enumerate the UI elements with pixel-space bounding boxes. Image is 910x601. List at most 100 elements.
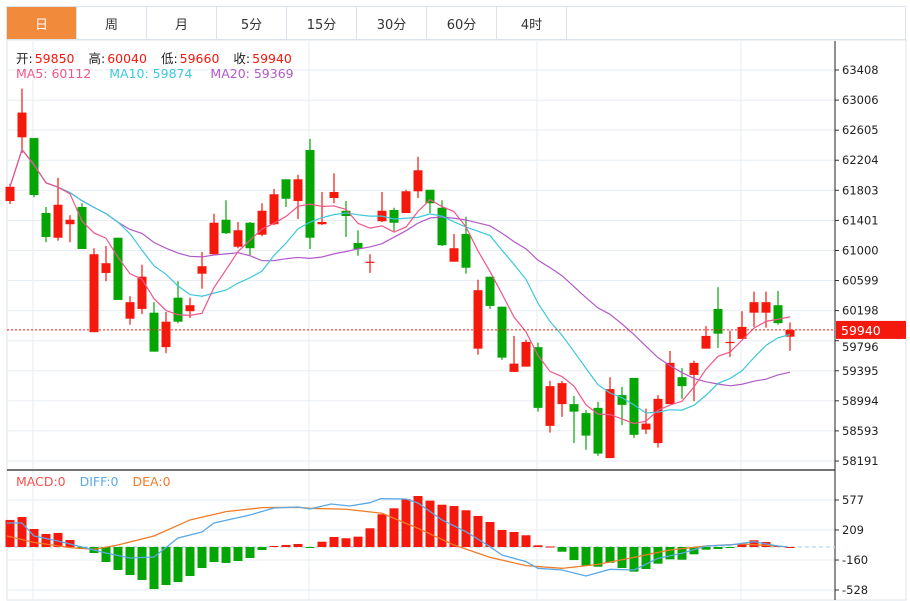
macd-histogram-bar [437, 504, 447, 547]
macd-histogram-bar [749, 540, 759, 547]
macd-histogram-bar [557, 546, 567, 552]
macd-histogram-bar [605, 546, 615, 563]
price-tick-label: 61000 [842, 243, 879, 257]
candle-body [509, 363, 519, 372]
candle-body [353, 242, 363, 249]
tab-period[interactable]: 60分 [427, 7, 497, 39]
macd-tick-label: 577 [842, 493, 864, 507]
macd-histogram-bar [269, 546, 279, 548]
macd-histogram-bar [317, 541, 327, 547]
macd-histogram-bar [569, 546, 579, 561]
macd-histogram-bar [617, 546, 627, 569]
candle-body [665, 362, 675, 405]
tab-period[interactable]: 15分 [287, 7, 357, 39]
candle-body [365, 261, 375, 263]
macd-histogram-bar [149, 546, 159, 590]
ma10-line [9, 148, 791, 414]
macd-histogram-bar [413, 496, 423, 547]
macd-histogram-bar [629, 546, 639, 572]
candle-body [101, 263, 111, 273]
open-label: 开: [16, 51, 33, 66]
ma10-legend: MA10: 59874 [109, 66, 193, 81]
macd-histogram-bar [581, 546, 591, 566]
macd-histogram-bar [713, 546, 723, 550]
candle-body [269, 194, 279, 225]
candle-body [41, 212, 51, 237]
macd-histogram-bar [689, 546, 699, 555]
macd-histogram-bar [173, 546, 183, 583]
macd-histogram-bar [101, 546, 111, 562]
candle-body [149, 312, 159, 352]
candle-body [257, 210, 267, 235]
price-tick-label: 62204 [842, 153, 879, 167]
candle-body [761, 302, 771, 313]
candle-body [785, 329, 795, 337]
tab-period[interactable]: 4时 [497, 7, 567, 39]
candle-body [569, 404, 579, 412]
macd-histogram-bar [593, 546, 603, 567]
candle-body [545, 386, 555, 426]
macd-histogram-bar [329, 536, 339, 547]
candle-body [233, 230, 243, 247]
candle-body [701, 335, 711, 349]
candle-body [689, 362, 699, 375]
ma20-legend: MA20: 59369 [210, 66, 294, 81]
tab-period[interactable]: 月 [147, 7, 217, 39]
macd-histogram-bar [521, 535, 531, 547]
last-price-badge [836, 320, 906, 339]
macd-histogram-bar [5, 519, 15, 547]
macd-histogram-bar [509, 532, 519, 547]
dea-line [6, 506, 788, 569]
last-price-label: 59940 [841, 323, 881, 338]
candle-body [677, 377, 687, 387]
candle-body [425, 189, 435, 204]
macd-histogram-bar [185, 546, 195, 576]
macd-histogram-bar [737, 543, 747, 547]
price-tick-label: 58191 [842, 454, 879, 468]
candle-body [437, 207, 447, 246]
candle-body [329, 192, 339, 199]
candle-body [65, 219, 75, 225]
price-tick-label: 62605 [842, 123, 879, 137]
ma-legend: MA5: 60112 MA10: 59874 MA20: 59369 [16, 66, 296, 81]
macd-histogram-bar [17, 517, 27, 547]
price-tick-label: 58593 [842, 424, 879, 438]
low-label: 低: [160, 51, 178, 66]
macd-legend: MACD:0 DIFF:0 DEA:0 [16, 474, 173, 489]
tab-period[interactable]: 30分 [357, 7, 427, 39]
macd-histogram-bar [425, 500, 435, 547]
macd-histogram-bar [305, 546, 315, 548]
candle-body [497, 306, 507, 358]
tab-period[interactable]: 日 [7, 7, 77, 39]
macd-histogram-bar [641, 546, 651, 569]
candle-body [617, 395, 627, 405]
macd-tick-label: -160 [842, 553, 868, 567]
candle-body [197, 266, 207, 274]
candle-body [773, 305, 783, 324]
close-label: 收: [233, 51, 251, 66]
macd-histogram-bar [545, 546, 555, 548]
candle-body [629, 377, 639, 435]
tab-period[interactable]: 5分 [217, 7, 287, 39]
candle-body [293, 179, 303, 202]
macd-histogram-bar [365, 528, 375, 547]
macd-histogram-bar [473, 515, 483, 547]
candle-body [245, 222, 255, 249]
candle-body [17, 112, 27, 138]
candle-body [281, 179, 291, 199]
price-tick-label: 63408 [842, 63, 879, 77]
candle-body [161, 321, 171, 348]
macd-histogram-bar [113, 546, 123, 570]
candle-body [113, 237, 123, 300]
tab-period[interactable]: 周 [77, 7, 147, 39]
macd-histogram-bar [293, 543, 303, 547]
macd-histogram-bar [341, 538, 351, 547]
macd-histogram-bar [389, 508, 399, 547]
candle-body [185, 305, 195, 312]
macd-histogram-bar [701, 546, 711, 550]
price-tick-label: 59796 [842, 340, 879, 354]
candle-body [473, 290, 483, 349]
chart-frame [6, 39, 907, 601]
macd-histogram-bar [41, 533, 51, 547]
